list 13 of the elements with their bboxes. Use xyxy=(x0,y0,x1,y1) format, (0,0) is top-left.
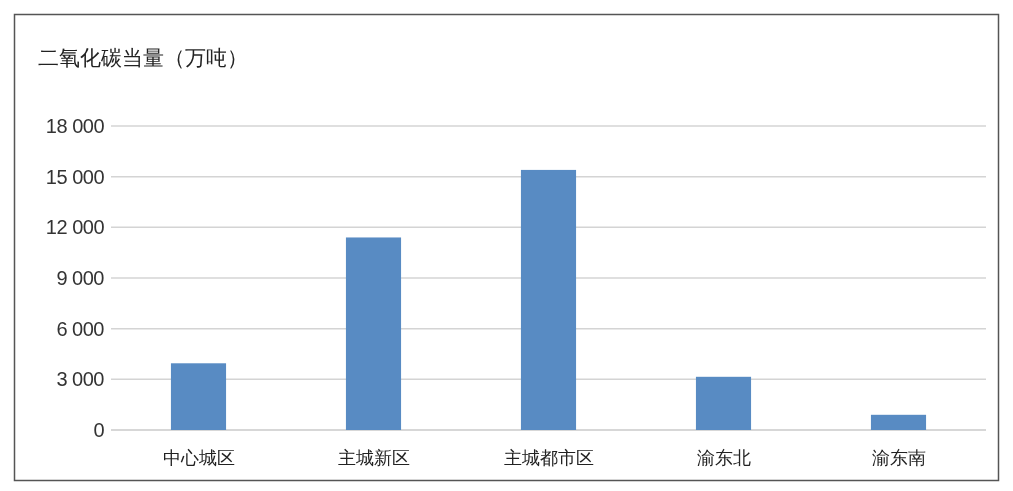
y-tick-label: 18 000 xyxy=(45,115,105,137)
x-tick-label: 渝东北 xyxy=(696,447,751,468)
y-tick-label: 12 000 xyxy=(45,216,105,239)
x-tick-label: 主城新区 xyxy=(337,447,410,468)
y-tick-label: 15 000 xyxy=(45,165,105,188)
chart-title: 二氧化碳当量（万吨） xyxy=(38,46,248,70)
y-tick-label: 9 000 xyxy=(56,267,105,289)
y-tick-label: 3 000 xyxy=(56,368,105,391)
x-tick-label: 主城都市区 xyxy=(503,447,594,468)
x-tick-label: 渝东南 xyxy=(871,447,926,468)
x-tick-label: 中心城区 xyxy=(162,447,235,468)
y-tick-label: 0 xyxy=(93,419,105,441)
y-tick-label: 6 000 xyxy=(56,317,105,340)
